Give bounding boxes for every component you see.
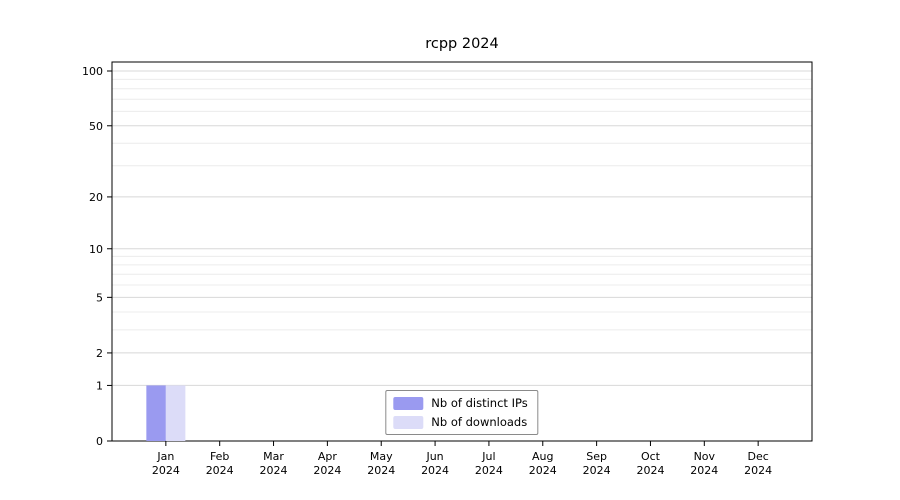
- x-tick-label-year: 2024: [636, 464, 664, 477]
- x-tick-label-year: 2024: [152, 464, 180, 477]
- x-tick-label-month: Aug: [532, 450, 553, 463]
- x-tick-label-year: 2024: [206, 464, 234, 477]
- x-tick-label-month: Apr: [318, 450, 338, 463]
- legend-label-distinct-ips: Nb of distinct IPs: [431, 396, 528, 410]
- legend-entry-downloads: Nb of downloads: [393, 415, 527, 429]
- x-tick-label-month: Nov: [694, 450, 716, 463]
- x-tick-label-month: Sep: [586, 450, 607, 463]
- bar: [165, 385, 186, 441]
- legend-label-downloads: Nb of downloads: [431, 415, 528, 429]
- legend-entry-distinct-ips: Nb of distinct IPs: [393, 396, 528, 410]
- x-tick-label-year: 2024: [744, 464, 772, 477]
- y-tick-label: 20: [89, 191, 103, 204]
- x-tick-label-year: 2024: [260, 464, 288, 477]
- x-tick-label-year: 2024: [475, 464, 503, 477]
- x-tick-label-month: Jan: [156, 450, 174, 463]
- x-tick-label-month: Dec: [748, 450, 769, 463]
- y-tick-label: 1: [96, 379, 103, 392]
- x-tick-label-month: Jun: [425, 450, 443, 463]
- y-tick-label: 100: [82, 65, 103, 78]
- y-tick-label: 5: [96, 291, 103, 304]
- x-tick-label-year: 2024: [690, 464, 718, 477]
- x-tick-label-month: Feb: [210, 450, 229, 463]
- y-tick-label: 50: [89, 120, 103, 133]
- y-tick-label: 10: [89, 243, 103, 256]
- x-tick-label-year: 2024: [367, 464, 395, 477]
- y-tick-label: 0: [96, 435, 103, 448]
- x-tick-label-year: 2024: [529, 464, 557, 477]
- x-tick-label-year: 2024: [313, 464, 341, 477]
- legend-swatch-distinct-ips: [393, 396, 424, 410]
- plot-border: [111, 61, 813, 442]
- bar: [146, 385, 166, 441]
- y-tick-label: 2: [96, 347, 103, 360]
- x-tick-label-month: May: [370, 450, 393, 463]
- x-tick-label-month: Mar: [263, 450, 284, 463]
- chart-legend: Nb of distinct IPs Nb of downloads: [385, 390, 539, 435]
- chart-title: rcpp 2024: [425, 36, 499, 52]
- legend-swatch-downloads: [393, 415, 424, 429]
- x-tick-label-year: 2024: [583, 464, 611, 477]
- x-tick-label-month: Jul: [481, 450, 495, 463]
- x-tick-label-month: Oct: [641, 450, 661, 463]
- x-tick-label-year: 2024: [421, 464, 449, 477]
